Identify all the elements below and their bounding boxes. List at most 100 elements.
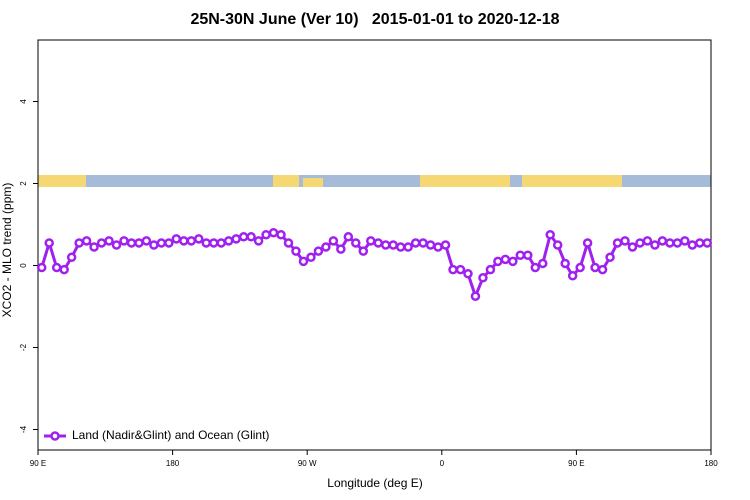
data-point — [171, 234, 182, 244]
data-point — [306, 252, 316, 263]
data-point — [321, 242, 331, 252]
data-point — [126, 238, 137, 248]
y-tick-label: -2 — [19, 343, 28, 351]
data-point — [523, 250, 533, 260]
legend-marker — [50, 431, 60, 441]
data-point — [366, 236, 376, 246]
data-point — [478, 273, 488, 283]
data-point — [253, 236, 264, 246]
data-point — [186, 236, 197, 246]
x-tick-label: 180 — [704, 459, 718, 468]
data-point — [418, 238, 428, 248]
data-point — [567, 271, 578, 281]
data-point — [380, 240, 391, 250]
data-point — [545, 230, 555, 240]
data-point — [440, 240, 451, 250]
data-point — [695, 238, 705, 248]
data-point — [410, 238, 421, 248]
data-point — [425, 240, 436, 250]
data-point — [612, 238, 623, 248]
data-point — [403, 242, 413, 252]
data-point — [164, 238, 174, 248]
data-point — [336, 244, 346, 254]
data-point — [51, 262, 62, 273]
x-axis-label: Longitude (deg E) — [327, 476, 422, 490]
data-point — [680, 236, 690, 246]
data-point — [208, 238, 219, 248]
data-point — [508, 256, 518, 267]
data-point — [388, 240, 398, 250]
data-point — [298, 256, 309, 267]
data-point — [179, 236, 189, 246]
data-point — [575, 262, 585, 273]
data-point — [463, 268, 473, 279]
x-tick-label: 90 W — [298, 459, 317, 468]
data-point — [291, 246, 301, 256]
data-point — [74, 238, 84, 248]
data-point — [59, 264, 69, 275]
land-ocean-strip — [38, 175, 711, 187]
data-point — [373, 238, 383, 248]
data-point — [223, 236, 234, 246]
data-point — [665, 238, 675, 248]
data-point — [582, 238, 593, 248]
land-segment — [522, 175, 622, 187]
land-segment — [273, 175, 299, 187]
data-point — [530, 262, 541, 273]
data-point — [627, 242, 638, 252]
data-point — [448, 264, 458, 275]
data-point — [81, 236, 92, 246]
y-axis-label: XCO2 - MLO trend (ppm) — [0, 183, 14, 318]
data-point — [261, 230, 271, 240]
land-segment — [38, 175, 86, 187]
data-point — [111, 240, 122, 250]
data-point — [620, 236, 630, 246]
data-point — [597, 264, 608, 275]
data-point — [687, 240, 698, 250]
data-point — [66, 252, 77, 263]
data-point — [485, 264, 496, 275]
legend-label: Land (Nadir&Glint) and Ocean (Glint) — [72, 428, 269, 442]
data-point — [96, 238, 107, 248]
data-point — [276, 230, 286, 240]
x-tick-label: 90 E — [30, 459, 46, 468]
y-tick-label: -4 — [19, 425, 28, 433]
data-point — [268, 227, 279, 238]
data-point — [231, 234, 241, 244]
data-point — [515, 250, 526, 260]
data-point — [702, 238, 713, 248]
data-point — [605, 252, 615, 263]
data-point — [635, 238, 645, 248]
chart-title: 25N-30N June (Ver 10) 2015-01-01 to 2020… — [190, 11, 559, 28]
data-point — [283, 238, 294, 248]
data-point — [343, 232, 354, 242]
x-tick-label: 180 — [166, 459, 180, 468]
data-point — [216, 238, 226, 248]
data-point — [500, 254, 511, 265]
data-point — [672, 238, 683, 248]
data-point — [358, 246, 369, 256]
data-point — [194, 234, 204, 244]
data-point — [395, 242, 406, 252]
data-point — [650, 240, 660, 250]
data-point — [36, 262, 47, 273]
data-point — [470, 291, 481, 301]
data-point — [119, 236, 129, 246]
data-point — [104, 236, 114, 246]
data-point — [149, 240, 159, 250]
data-point — [141, 236, 152, 246]
data-point — [590, 262, 600, 273]
y-tick-label: 4 — [19, 99, 28, 104]
y-tick-label: 2 — [19, 181, 28, 186]
data-point — [246, 232, 256, 242]
data-point — [552, 240, 563, 250]
data-point — [560, 258, 570, 269]
data-point — [351, 238, 361, 248]
data-point — [657, 236, 668, 246]
data-point — [156, 238, 167, 248]
data-point — [89, 242, 99, 252]
data-point — [201, 238, 211, 248]
data-point — [433, 242, 443, 252]
data-point — [455, 264, 466, 275]
